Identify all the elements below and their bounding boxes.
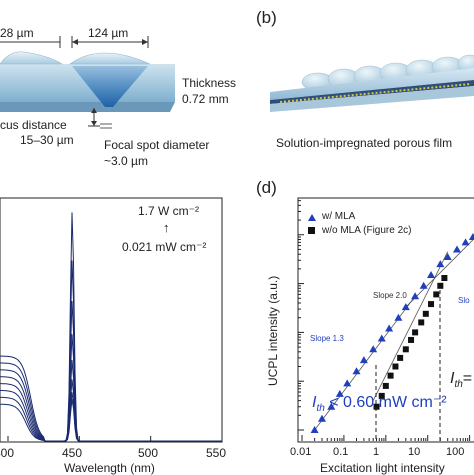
focal-spot-label: Focal spot diameter bbox=[104, 138, 210, 152]
panel-d-xtick: 100 bbox=[446, 446, 465, 458]
data-point-without-mla bbox=[408, 336, 415, 343]
data-point-with-mla bbox=[310, 426, 319, 433]
legend-marker-square bbox=[308, 227, 315, 234]
panel-c-frame bbox=[0, 197, 223, 443]
data-point-without-mla bbox=[382, 382, 389, 389]
panel-b-caption: Solution-impregnated porous film bbox=[276, 136, 453, 150]
focus-distance-label: cus distance bbox=[0, 118, 67, 132]
data-point-with-mla bbox=[377, 334, 386, 342]
data-point-with-mla bbox=[436, 260, 445, 268]
focus-distance-value: 15–30 µm bbox=[20, 133, 74, 147]
data-point-without-mla bbox=[387, 372, 394, 379]
data-point-without-mla bbox=[437, 282, 444, 289]
panel-d-legend bbox=[308, 214, 316, 234]
panel-d-frame bbox=[297, 197, 474, 443]
microlens-left bbox=[0, 51, 63, 65]
threshold-value: < 0.60 mW cm⁻² bbox=[329, 394, 447, 411]
panel-d-xtick: 10 bbox=[408, 446, 421, 458]
panel-d-ylabel: UCPL intensity (a.u.) bbox=[266, 275, 280, 386]
panel-c-xtick: 550 bbox=[206, 446, 227, 460]
panel-d-xtick: 0.01 bbox=[290, 446, 312, 458]
data-point-without-mla bbox=[378, 392, 385, 399]
data-point-with-mla bbox=[461, 238, 470, 246]
threshold-annotation-right: Ith= bbox=[450, 370, 472, 390]
threshold-symbol: I bbox=[312, 394, 317, 411]
panel-d-points bbox=[310, 232, 474, 433]
panel-c-annotation-bottom: 0.021 mW cm⁻² bbox=[122, 240, 207, 254]
pitch-left-label: 28 µm bbox=[0, 26, 34, 40]
data-point-without-mla bbox=[397, 354, 404, 361]
panel-d-xtick: 1 bbox=[373, 446, 380, 458]
data-point-with-mla bbox=[369, 345, 378, 353]
panel-c-xlabel: Wavelength (nm) bbox=[64, 461, 155, 475]
slope-2-label: Slope 2.0 bbox=[373, 291, 407, 300]
data-point-with-mla bbox=[453, 245, 462, 253]
data-point-with-mla bbox=[317, 414, 326, 422]
data-point-with-mla bbox=[327, 402, 336, 410]
threshold-right-subscript: th bbox=[454, 379, 463, 391]
threshold-right-symbol: I bbox=[450, 370, 455, 387]
data-point-with-mla bbox=[427, 270, 436, 278]
data-point-with-mla bbox=[335, 389, 344, 397]
threshold-right-equals: = bbox=[462, 370, 473, 387]
thickness-value: 0.72 mm bbox=[182, 92, 229, 106]
data-point-without-mla bbox=[373, 403, 380, 410]
panel-c-annotation-arrow: ↑ bbox=[163, 220, 170, 235]
panel-d-letter: (d) bbox=[256, 178, 277, 197]
data-point-without-mla bbox=[418, 319, 425, 326]
data-point-without-mla bbox=[412, 329, 419, 336]
legend-label-without-mla: w/o MLA (Figure 2c) bbox=[322, 225, 412, 236]
panel-c-spectra bbox=[0, 212, 222, 442]
panel-b-letter: (b) bbox=[256, 8, 277, 27]
legend-marker-triangle bbox=[308, 214, 316, 221]
thickness-label: Thickness bbox=[182, 76, 237, 90]
fit-line-slope-3 bbox=[405, 238, 474, 308]
data-point-with-mla bbox=[352, 367, 361, 375]
data-point-without-mla bbox=[392, 363, 399, 370]
data-point-with-mla bbox=[411, 292, 420, 300]
pitch-right-label: 124 µm bbox=[88, 26, 129, 40]
data-point-without-mla bbox=[433, 291, 440, 298]
panel-c-annotation-top: 1.7 W cm⁻² bbox=[138, 204, 200, 218]
data-point-with-mla bbox=[385, 324, 394, 332]
slope-3-label: Slo bbox=[458, 296, 470, 305]
data-point-without-mla bbox=[428, 301, 435, 308]
panel-d-ticks bbox=[298, 200, 471, 441]
data-point-with-mla bbox=[359, 356, 368, 364]
data-point-with-mla bbox=[394, 313, 403, 321]
microlens-right bbox=[69, 52, 151, 65]
legend-label-with-mla: w/ MLA bbox=[322, 211, 356, 222]
focal-spot-value: ~3.0 µm bbox=[104, 154, 148, 168]
data-point-with-mla bbox=[401, 303, 410, 311]
slope-1-label: Slope 1.3 bbox=[310, 334, 344, 343]
data-point-without-mla bbox=[402, 346, 409, 353]
panel-c-spectrum-line bbox=[0, 212, 222, 442]
panel-c-xtick: 450 bbox=[62, 446, 83, 460]
panel-c-xtick: 500 bbox=[138, 446, 159, 460]
threshold-annotation: Ith < 0.60 mW cm⁻² bbox=[312, 392, 447, 414]
panel-d-xlabel: Excitation light intensity bbox=[320, 461, 445, 475]
panel-d-xtick: 0.1 bbox=[333, 446, 349, 458]
panel-c-ticks bbox=[7, 436, 223, 441]
data-point-without-mla bbox=[422, 310, 429, 317]
data-point-with-mla bbox=[443, 253, 452, 261]
threshold-subscript: th bbox=[316, 403, 325, 415]
data-point-without-mla bbox=[441, 275, 448, 282]
fit-line-slope-2 bbox=[372, 251, 449, 401]
data-point-with-mla bbox=[468, 232, 474, 240]
focus-cone bbox=[72, 66, 148, 107]
data-point-with-mla bbox=[419, 281, 428, 289]
data-point-with-mla bbox=[343, 379, 352, 387]
panel-c-xtick: 400 bbox=[0, 446, 15, 460]
